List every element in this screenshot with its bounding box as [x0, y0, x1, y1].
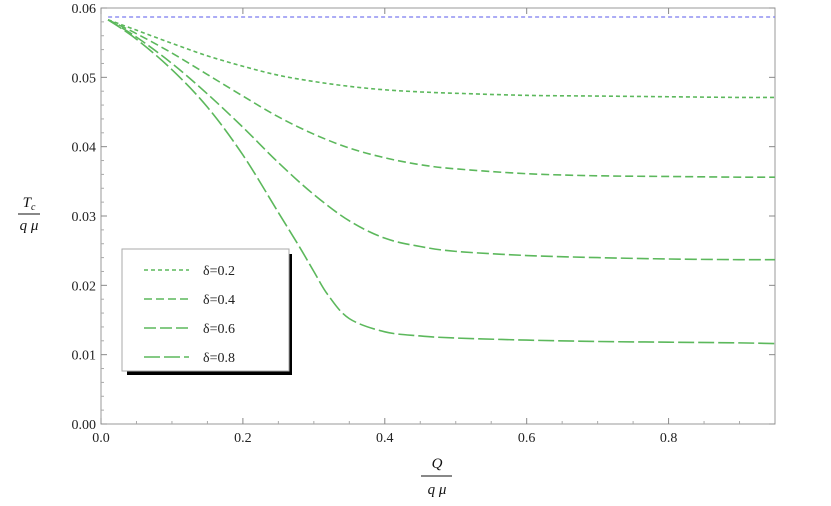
x-tick-label: 0.8 [660, 431, 678, 446]
legend-label: δ=0.6 [203, 322, 235, 337]
series-line-4 [107, 19, 776, 345]
y-tick-label: 0.06 [72, 2, 97, 17]
y-tick-label: 0.03 [72, 210, 97, 225]
y-axis-label: Tc q μ [18, 195, 40, 234]
y-tick-label: 0.05 [72, 71, 97, 86]
y-tick-label: 0.00 [72, 418, 97, 433]
y-tick-label: 0.04 [72, 141, 97, 156]
y-tick-label: 0.01 [72, 349, 97, 364]
x-tick-label: 0.6 [518, 431, 536, 446]
y-tick-label: 0.02 [72, 279, 97, 294]
x-tick-label: 0.0 [92, 431, 110, 446]
x-tick-label: 0.2 [234, 431, 252, 446]
legend-box [121, 248, 290, 372]
legend-label: δ=0.2 [203, 264, 235, 279]
svg-text:Q: Q [432, 456, 443, 472]
series-line-3 [107, 19, 776, 261]
legend-label: δ=0.4 [203, 293, 235, 308]
series-line-1 [107, 19, 776, 99]
svg-text:q μ: q μ [428, 482, 447, 498]
x-axis-label: Q q μ [421, 456, 452, 498]
legend: δ=0.2 δ=0.4 δ=0.6 δ=0.8 [121, 248, 292, 375]
legend-label: δ=0.8 [203, 351, 235, 366]
series-line-2 [107, 19, 776, 179]
x-tick-label: 0.4 [376, 431, 394, 446]
svg-text:Tc: Tc [23, 195, 36, 213]
svg-text:q μ: q μ [20, 218, 39, 234]
